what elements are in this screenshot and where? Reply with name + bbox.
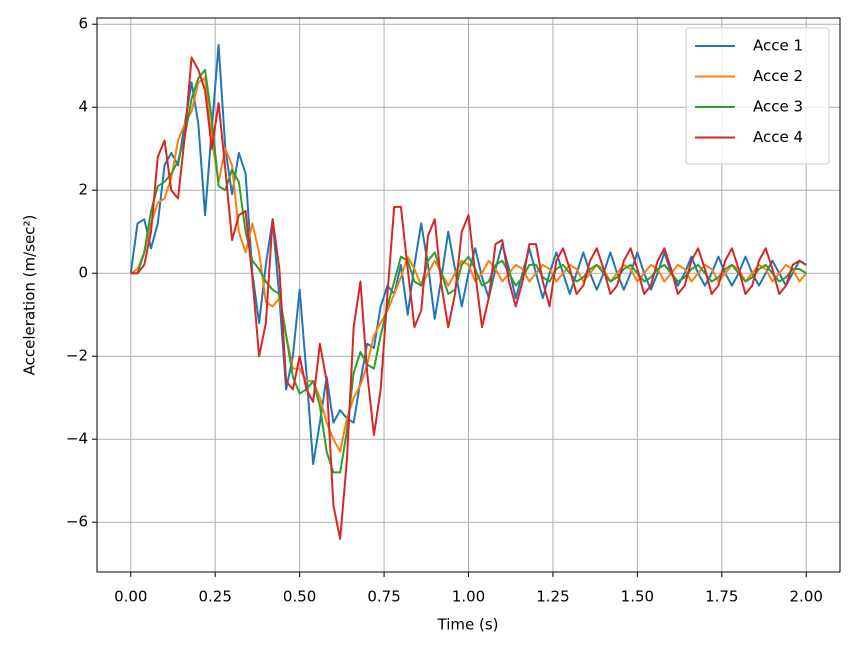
y-tick-label: −6	[66, 513, 88, 531]
y-tick-label: 6	[78, 15, 88, 33]
x-tick-label: 1.75	[705, 588, 738, 606]
series-line	[129, 43, 807, 466]
plot-frame	[96, 17, 841, 573]
y-tick-label: 0	[78, 264, 88, 282]
x-tick-label: 0.50	[283, 588, 316, 606]
y-tick-label: 4	[78, 98, 88, 116]
legend: Acce 1 Acce 2 Acce 3 Acce 4	[685, 27, 830, 165]
y-tick-label: −4	[66, 430, 88, 448]
series-line	[130, 77, 808, 453]
y-axis-label: Acceleration (m/sec²)	[21, 215, 39, 376]
y-tick-label: −2	[66, 347, 88, 365]
x-tick-label: 1.00	[452, 588, 485, 606]
legend-label: Acce 2	[753, 67, 803, 85]
legend-label: Acce 3	[753, 98, 803, 116]
x-tick-label: 1.50	[621, 588, 654, 606]
series-line	[130, 68, 807, 474]
x-tick-label: 1.25	[536, 588, 569, 606]
x-tick-label: 0.25	[199, 588, 232, 606]
legend-label: Acce 4	[753, 128, 803, 146]
y-tick-label: 2	[78, 181, 88, 199]
series-line	[130, 56, 807, 540]
legend-box	[685, 27, 830, 165]
legend-label: Acce 1	[753, 37, 803, 55]
x-axis-label: Time (s)	[437, 616, 499, 634]
x-tick-label: 2.00	[790, 588, 823, 606]
x-tick-label: 0.00	[114, 588, 147, 606]
x-tick-label: 0.75	[367, 588, 400, 606]
